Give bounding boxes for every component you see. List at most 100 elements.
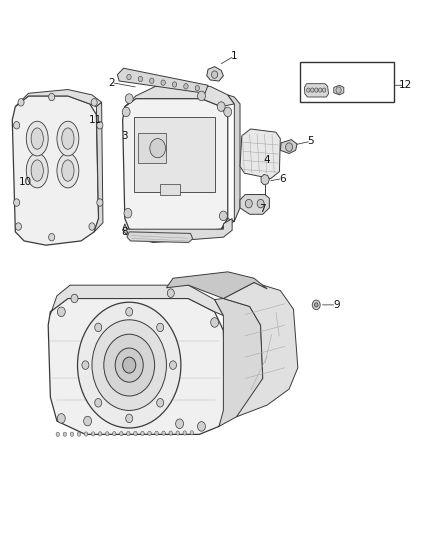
Circle shape [82,361,89,369]
Circle shape [219,211,227,221]
Circle shape [169,431,173,435]
Circle shape [212,71,218,78]
Circle shape [150,139,166,158]
Circle shape [99,432,102,436]
Circle shape [312,300,320,310]
Circle shape [286,143,293,151]
Ellipse shape [26,122,48,156]
Circle shape [104,334,155,396]
Circle shape [157,399,164,407]
Circle shape [198,422,205,431]
Circle shape [190,431,194,435]
Circle shape [92,320,166,410]
Polygon shape [94,102,103,232]
Circle shape [195,85,200,91]
Circle shape [148,431,151,435]
Polygon shape [117,68,208,93]
Circle shape [170,361,177,369]
Circle shape [134,431,137,435]
Bar [160,184,180,195]
Polygon shape [123,219,232,243]
Circle shape [120,432,123,436]
Circle shape [245,199,252,208]
Circle shape [183,431,187,435]
Circle shape [138,76,142,82]
Text: 5: 5 [307,136,314,146]
Circle shape [211,318,219,327]
Ellipse shape [31,128,43,149]
Circle shape [84,416,92,426]
Circle shape [122,107,130,117]
Circle shape [198,91,205,101]
Circle shape [56,432,60,437]
Circle shape [125,94,133,103]
Text: 1: 1 [231,51,238,61]
Ellipse shape [62,160,74,181]
Polygon shape [334,85,344,95]
Text: 7: 7 [259,204,266,214]
Circle shape [126,414,133,423]
Circle shape [115,348,143,382]
Polygon shape [240,129,280,179]
Circle shape [91,99,97,106]
Circle shape [172,82,177,87]
Text: 10: 10 [19,177,32,187]
Circle shape [57,307,65,317]
Circle shape [167,289,174,297]
Circle shape [150,78,154,84]
Polygon shape [125,86,234,107]
Circle shape [184,84,188,89]
Circle shape [113,432,116,436]
Text: 12: 12 [399,80,412,90]
Circle shape [77,432,81,436]
Text: 11: 11 [89,115,102,125]
Circle shape [217,102,225,111]
Ellipse shape [26,154,48,188]
Polygon shape [304,84,328,97]
Circle shape [124,208,132,218]
Circle shape [14,199,20,206]
Ellipse shape [57,154,79,188]
Circle shape [126,308,133,316]
Polygon shape [215,298,263,426]
Circle shape [176,431,180,435]
Polygon shape [50,285,223,316]
Circle shape [157,323,164,332]
Circle shape [162,431,166,435]
Circle shape [92,432,95,436]
Text: 8: 8 [121,227,128,237]
Ellipse shape [57,122,79,156]
Polygon shape [240,195,269,214]
Circle shape [257,199,264,208]
Circle shape [15,223,21,230]
Polygon shape [123,99,228,235]
Polygon shape [221,95,240,229]
Polygon shape [207,67,223,81]
Circle shape [123,357,136,373]
Polygon shape [280,140,297,154]
Circle shape [70,432,74,437]
Bar [134,117,215,192]
Circle shape [127,431,130,435]
Text: 6: 6 [279,174,286,183]
Circle shape [18,99,24,106]
Polygon shape [127,232,193,243]
Circle shape [97,122,103,129]
Circle shape [314,303,318,307]
Circle shape [14,122,20,129]
Ellipse shape [31,160,43,181]
Ellipse shape [62,128,74,149]
Text: 4: 4 [264,155,271,165]
Bar [138,133,166,163]
Text: 2: 2 [108,78,115,87]
Circle shape [95,323,102,332]
Circle shape [97,199,103,206]
Polygon shape [12,96,99,245]
Polygon shape [48,298,226,434]
Circle shape [127,75,131,80]
Circle shape [89,223,95,230]
Circle shape [176,419,184,429]
Bar [300,62,394,102]
Circle shape [63,432,67,437]
Circle shape [141,431,144,435]
